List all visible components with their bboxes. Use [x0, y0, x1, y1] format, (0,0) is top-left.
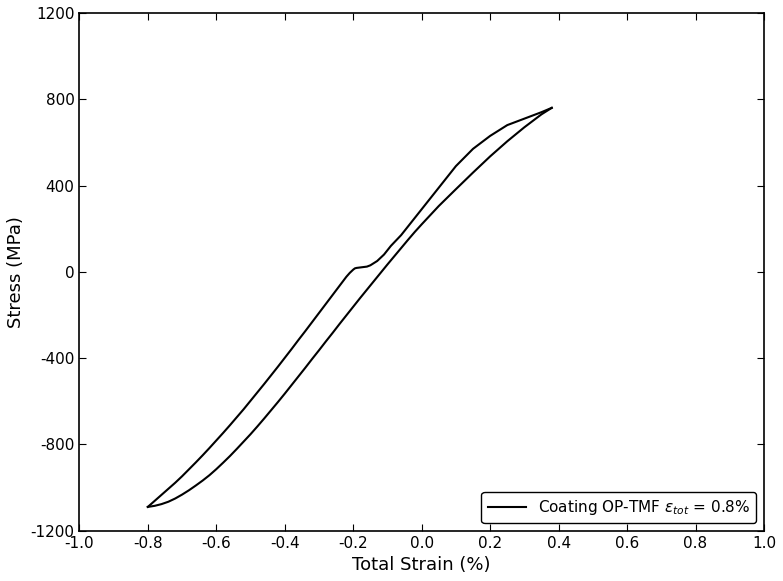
Y-axis label: Stress (MPa): Stress (MPa) [7, 216, 25, 328]
X-axis label: Total Strain (%): Total Strain (%) [352, 556, 491, 574]
Legend: Coating OP-TMF $\varepsilon_{tot}$ = 0.8%: Coating OP-TMF $\varepsilon_{tot}$ = 0.8… [482, 492, 756, 523]
